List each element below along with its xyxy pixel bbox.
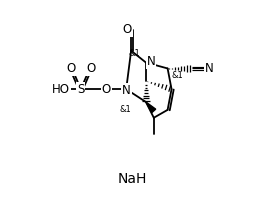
Polygon shape	[146, 102, 156, 113]
Text: O: O	[123, 23, 132, 36]
Text: &1: &1	[171, 71, 183, 80]
Text: O: O	[66, 62, 76, 75]
Text: &1: &1	[119, 105, 131, 114]
Text: O: O	[102, 83, 111, 96]
Text: N: N	[146, 55, 155, 68]
Text: NaH: NaH	[117, 172, 147, 186]
Text: &1: &1	[128, 49, 140, 58]
Text: N: N	[205, 62, 214, 75]
Text: N: N	[122, 84, 131, 97]
Text: O: O	[86, 62, 95, 75]
Text: S: S	[77, 83, 85, 96]
Text: HO: HO	[52, 83, 70, 96]
